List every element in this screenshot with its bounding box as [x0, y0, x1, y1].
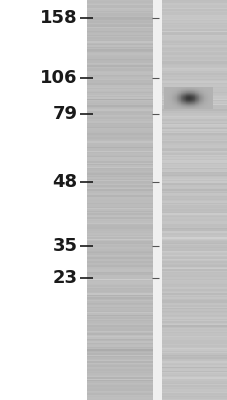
- Text: 158: 158: [40, 9, 77, 27]
- Text: 48: 48: [52, 173, 77, 191]
- Text: 35: 35: [52, 237, 77, 255]
- Text: 23: 23: [52, 269, 77, 287]
- Text: 106: 106: [40, 69, 77, 87]
- Text: 79: 79: [52, 105, 77, 123]
